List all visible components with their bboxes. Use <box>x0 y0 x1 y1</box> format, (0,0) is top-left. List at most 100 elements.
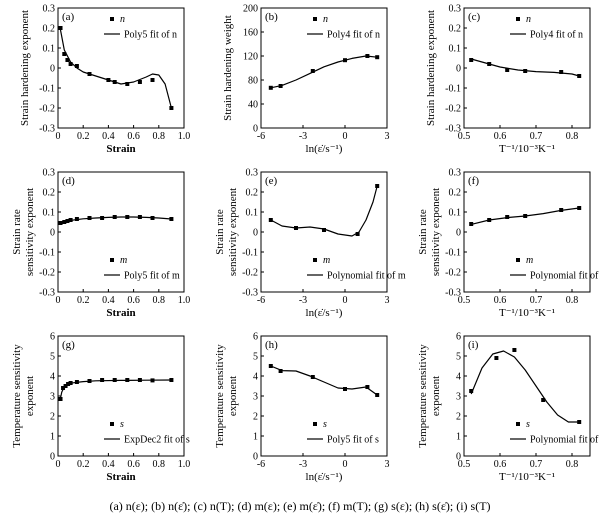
legend-marker <box>516 422 520 426</box>
y-axis-label-line: Temperature sensitivity <box>11 344 23 448</box>
y-tick-label: 0 <box>50 228 55 239</box>
x-tick-label: -6 <box>257 459 265 470</box>
data-point <box>62 52 67 56</box>
legend-label: s <box>323 419 327 430</box>
x-tick-label: 0.2 <box>77 131 90 142</box>
y-axis-label-line: sensitivity exponent <box>227 188 239 276</box>
x-tick-label: 0.8 <box>566 459 579 470</box>
x-tick-label: 0 <box>343 131 348 142</box>
x-tick-label: -6 <box>257 131 265 142</box>
y-tick-label: 0 <box>456 452 461 463</box>
y-tick-label: 0.1 <box>449 208 462 219</box>
x-tick-label: 0 <box>343 459 348 470</box>
chart-panel-d: 0 0.2 0.4 0.6 0.8 1.0 -0.3 -0.2 -0.1 0 0.1 0.2 0.3 St… <box>11 168 190 320</box>
chart-panel-g: 0 0.2 0.4 0.6 0.8 1.0 0 1 2 3 4 5 6 Strain Temperature… <box>11 332 190 484</box>
data-point <box>169 106 174 110</box>
fit-line <box>270 55 378 89</box>
y-tick-label: 5 <box>253 352 258 363</box>
data-point <box>322 228 326 232</box>
x-axis-label: Strain <box>106 471 135 483</box>
data-point <box>523 214 528 218</box>
data-point <box>268 85 273 90</box>
data-point <box>87 72 92 76</box>
data-point <box>487 218 492 222</box>
x-tick-label: 0.4 <box>102 131 115 142</box>
y-tick-label: -0.1 <box>445 84 461 95</box>
x-tick-label: -6 <box>257 295 265 306</box>
y-tick-label: -0.1 <box>242 248 258 259</box>
y-tick-label: -0.3 <box>39 124 55 135</box>
data-point <box>137 378 142 382</box>
x-tick-label: 1.0 <box>178 295 191 306</box>
y-tick-label: 0.1 <box>449 44 462 55</box>
data-point <box>541 398 546 402</box>
y-tick-label: 1 <box>50 432 55 443</box>
y-tick-label: 2 <box>50 412 55 423</box>
legend-marker <box>110 17 114 21</box>
y-tick-label: 2 <box>456 412 461 423</box>
legend-marker <box>110 422 114 426</box>
data-point <box>169 378 174 382</box>
x-tick-label: 0.6 <box>127 131 140 142</box>
y-tick-label: 0.3 <box>449 168 462 179</box>
panel-label: (c) <box>468 11 481 23</box>
legend-label: n <box>526 14 531 25</box>
legend-label: Polynomial fit of m <box>530 271 600 282</box>
data-point <box>310 69 315 73</box>
x-tick-label: 3 <box>385 295 390 306</box>
chart-panel-c: 0.5 0.6 0.7 0.8 -0.3 -0.2 -0.1 0 0.1 0.2 0.3 T⁻¹/10… <box>425 4 591 155</box>
x-axis-label: ln(ε̇/s⁻¹) <box>306 471 343 483</box>
y-axis-label: Temperature sensitivityexponent <box>417 344 442 448</box>
data-point <box>505 68 510 72</box>
y-tick-label: 6 <box>253 332 258 343</box>
x-tick-label: 0.2 <box>77 295 90 306</box>
legend-label: Poly5 fit of n <box>124 30 177 41</box>
data-point <box>365 385 370 389</box>
x-tick-label: 0.2 <box>77 459 90 470</box>
y-tick-label: -0.1 <box>39 84 55 95</box>
data-point <box>65 58 70 62</box>
figure-caption: (a) n(ε); (b) n(ε̇); (c) n(T); (d) m(ε);… <box>109 499 491 513</box>
y-axis-label-line: Strain hardening weight <box>222 15 234 121</box>
y-tick-label: -0.2 <box>445 268 461 279</box>
y-tick-label: -0.3 <box>242 288 258 299</box>
legend-marker <box>313 258 317 262</box>
legend-label: Poly5 fit of m <box>124 271 180 282</box>
legend-label: Poly5 fit of s <box>327 435 379 446</box>
y-axis-label-line: Strain rate <box>417 209 429 255</box>
data-point <box>494 356 499 360</box>
y-tick-label: 6 <box>456 332 461 343</box>
data-point <box>469 58 474 62</box>
data-point <box>150 216 155 220</box>
y-axis-label: Temperature sensitivityexponent <box>11 344 36 448</box>
y-tick-label: 0.3 <box>43 4 56 15</box>
data-point <box>469 222 474 226</box>
x-tick-label: 0 <box>343 295 348 306</box>
y-axis-label-line: Strain rate <box>11 209 23 255</box>
y-tick-label: -0.3 <box>39 288 55 299</box>
legend-label: n <box>120 14 125 25</box>
y-tick-label: 0.1 <box>43 44 56 55</box>
x-axis-label: T⁻¹/10⁻³K⁻¹ <box>499 471 555 483</box>
x-tick-label: 1.0 <box>178 131 191 142</box>
data-point <box>137 215 142 219</box>
x-tick-label: 0 <box>56 459 61 470</box>
y-axis-label: Strain ratesensitivity exponent <box>11 188 36 276</box>
x-tick-label: 0.6 <box>494 459 507 470</box>
legend-label: Poly4 fit of n <box>530 30 583 41</box>
y-tick-label: 3 <box>456 392 461 403</box>
legend-marker <box>313 422 317 426</box>
y-tick-label: 0.3 <box>43 168 56 179</box>
data-point <box>487 62 492 66</box>
x-tick-label: 3 <box>385 459 390 470</box>
data-point <box>169 217 174 221</box>
data-point <box>343 58 347 63</box>
data-point <box>112 80 117 84</box>
y-tick-label: 0.3 <box>246 168 259 179</box>
data-point <box>74 217 79 221</box>
y-tick-label: -0.1 <box>39 248 55 259</box>
y-axis-label: Strain ratesensitivity exponent <box>214 188 239 276</box>
chart-panel-i: 0.5 0.6 0.7 0.8 0 1 2 3 4 5 6 T⁻¹/10⁻³K⁻¹ Temperatur… <box>417 332 600 484</box>
x-tick-label: 0.5 <box>458 295 471 306</box>
y-axis-label-line: Strain hardening exponent <box>19 10 31 126</box>
